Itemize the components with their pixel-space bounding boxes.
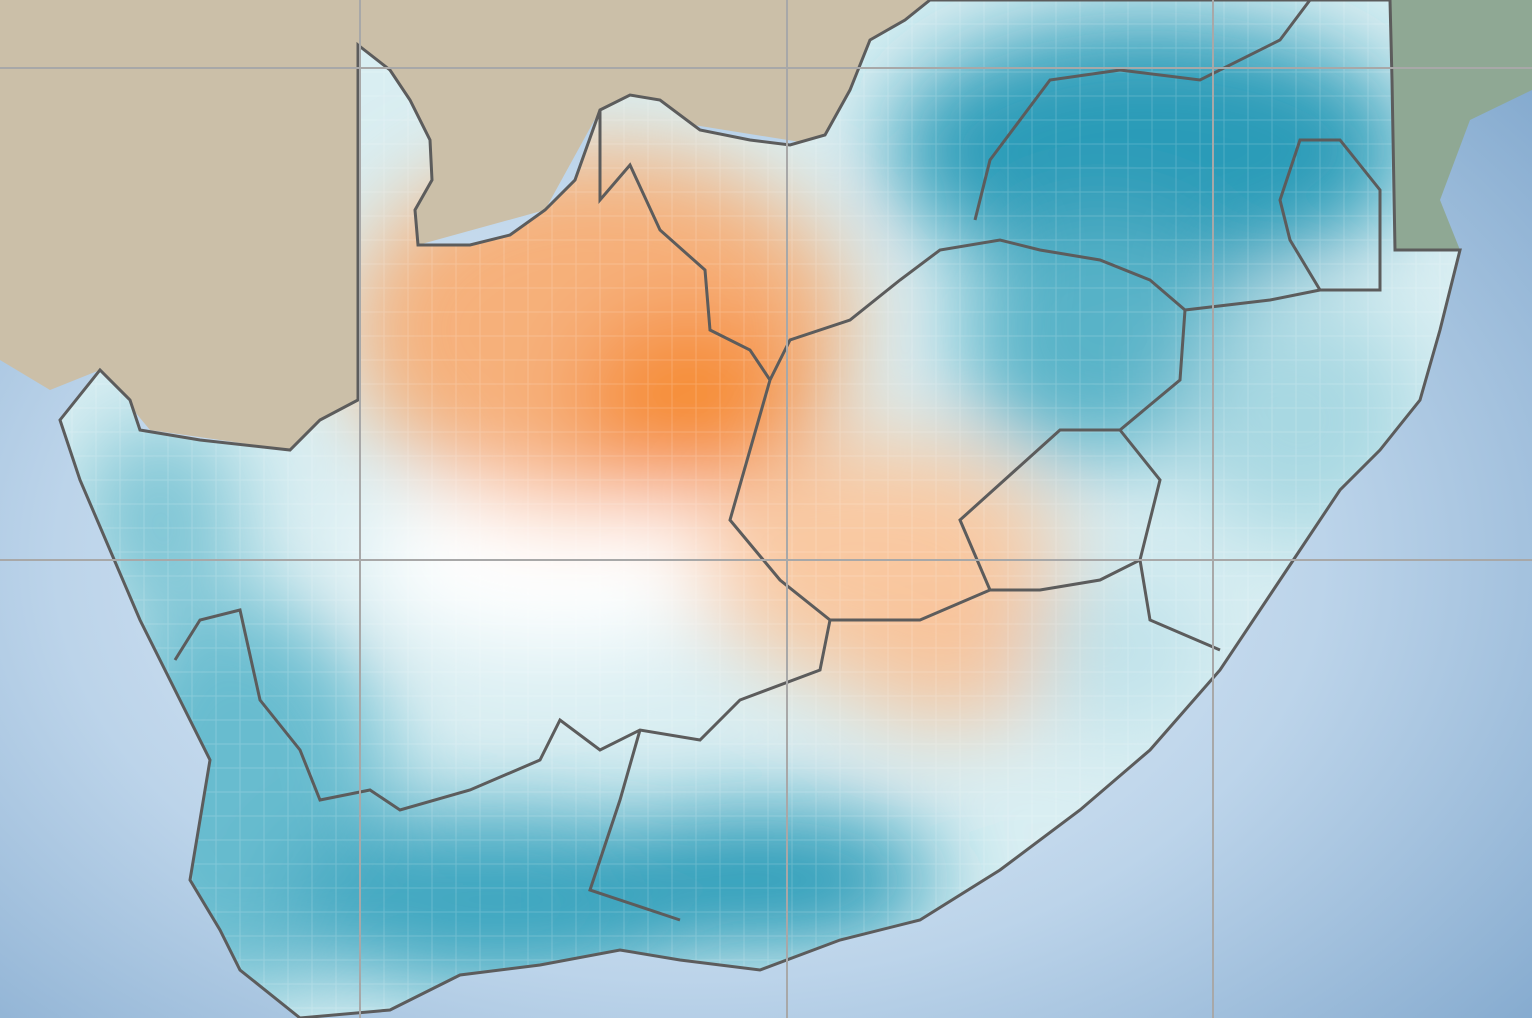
borders bbox=[58, 0, 1462, 1018]
land-north bbox=[0, 0, 930, 450]
land-east bbox=[1390, 0, 1532, 250]
